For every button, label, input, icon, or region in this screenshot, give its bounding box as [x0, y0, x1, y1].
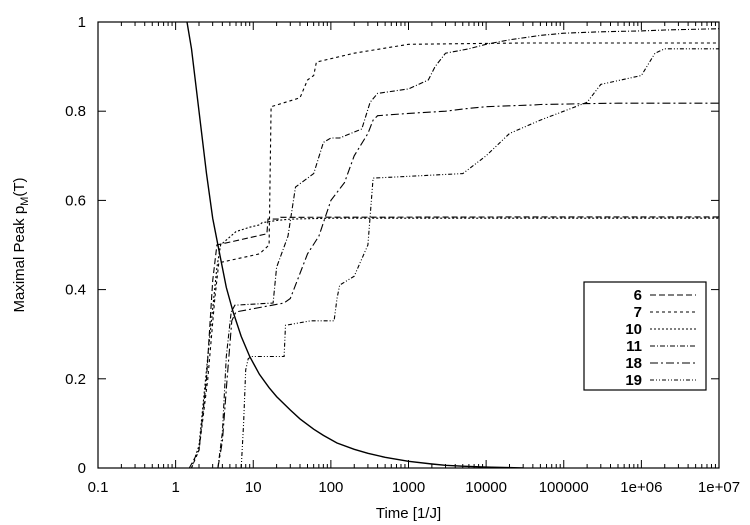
axes	[97, 21, 720, 469]
legend-box	[583, 281, 707, 391]
x-tick-label: 1	[171, 479, 179, 496]
legend-label-10: 10	[625, 321, 642, 338]
x-tick-label: 1000	[392, 479, 425, 496]
series-line-10	[190, 217, 719, 468]
ticks: 0.1 1 10 100 1000 10000 100000 1e+06 1e+07 0 0.2 0.…	[65, 14, 740, 496]
series-line-7	[190, 42, 719, 468]
y-axis-title-tail: (T)	[11, 177, 28, 196]
series-line-6	[188, 216, 719, 468]
x-tick-label: 10	[245, 479, 262, 496]
series-line-18	[217, 102, 719, 468]
plot-frame	[97, 21, 720, 469]
y-axis-title-main: Maximal Peak p	[11, 206, 28, 313]
legend-label-18: 18	[625, 355, 642, 372]
legend-label-7: 7	[634, 304, 642, 321]
y-tick-label: 0.6	[65, 192, 86, 209]
y-axis-title: Maximal Peak pM(T)	[11, 177, 31, 312]
y-tick-label: 0.4	[65, 282, 86, 299]
series-line-11	[217, 28, 719, 468]
x-tick-label: 1e+06	[620, 479, 662, 496]
y-tick-label: 0.2	[65, 371, 86, 388]
y-tick-label: 1	[78, 14, 86, 31]
y-axis-title-subscript: M	[19, 197, 31, 206]
x-tick-label: 100	[318, 479, 343, 496]
x-tick-label: 10000	[465, 479, 507, 496]
legend-label-6: 6	[634, 287, 642, 304]
x-axis-title: Time [1/J]	[376, 505, 441, 522]
decay-curve	[186, 22, 524, 468]
x-tick-label: 1e+07	[698, 479, 740, 496]
legend-label-19: 19	[625, 372, 642, 389]
y-tick-label: 0	[78, 460, 86, 477]
x-tick-label: 100000	[539, 479, 589, 496]
x-tick-label: 0.1	[88, 479, 109, 496]
series-line-19	[240, 48, 719, 468]
y-tick-label: 0.8	[65, 103, 86, 120]
curves	[186, 22, 719, 468]
legend-label-11: 11	[626, 338, 642, 355]
